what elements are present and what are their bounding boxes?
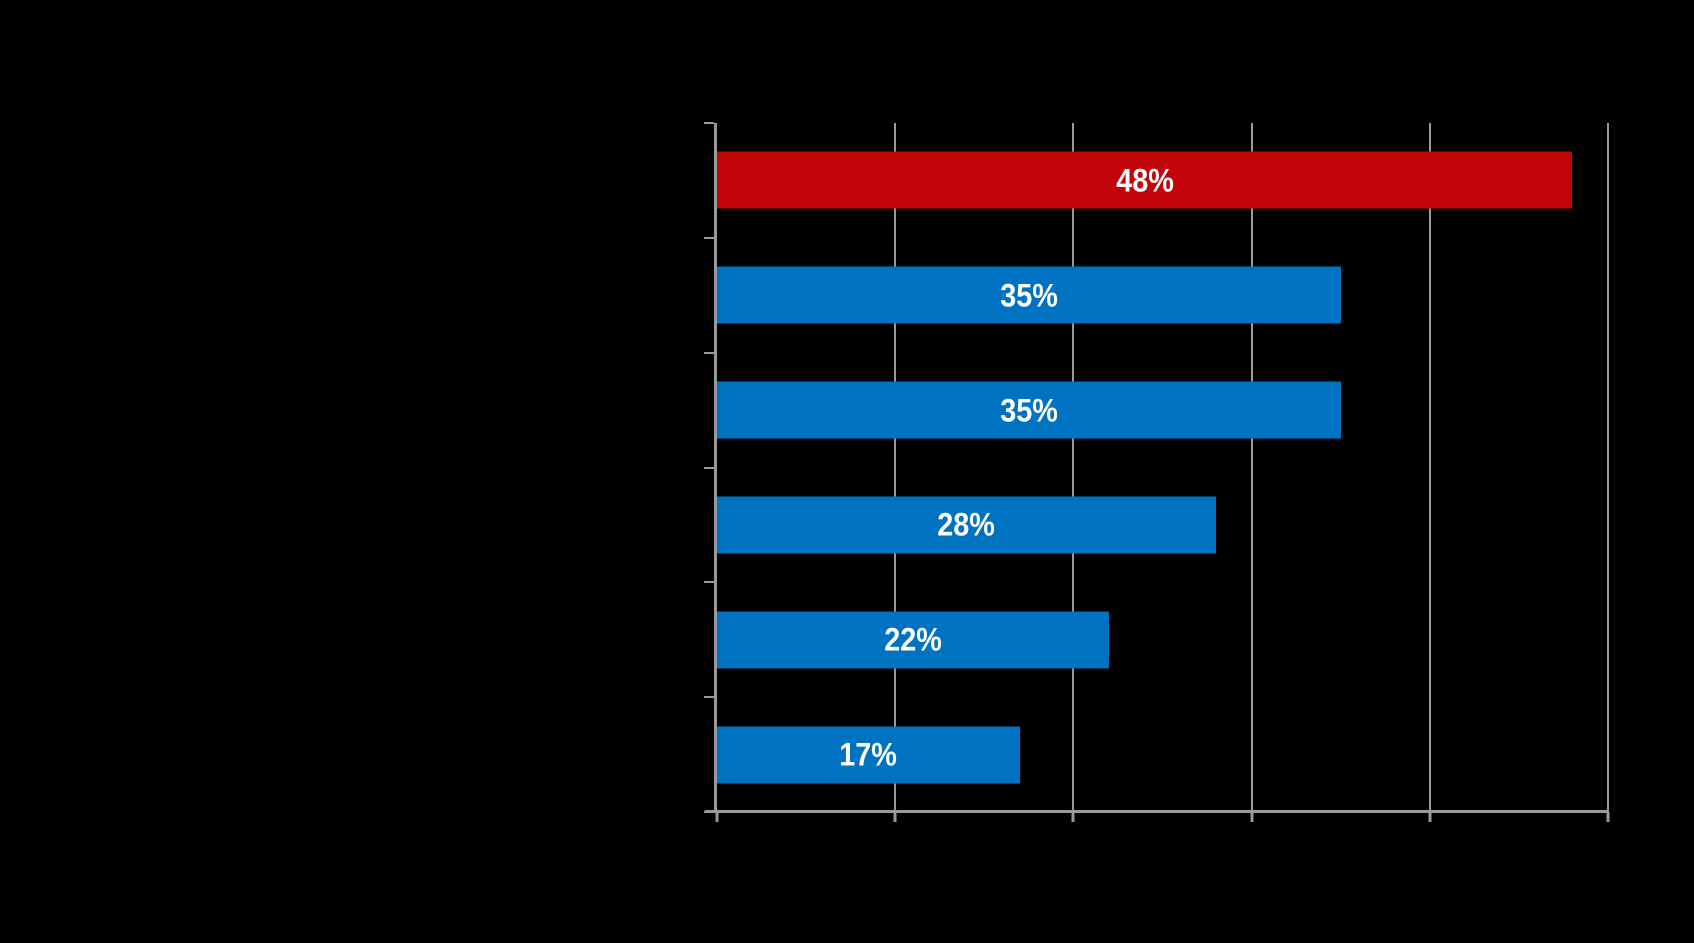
gridline [1607, 123, 1609, 812]
bar-value-label: 17% [839, 736, 898, 773]
bar: 35% [717, 381, 1341, 439]
y-axis-tick [704, 351, 714, 354]
bar-highlighted: 48% [717, 151, 1573, 209]
bar-row: 35% [717, 353, 1608, 468]
bar: 35% [717, 266, 1341, 324]
x-axis-tick [1071, 812, 1075, 822]
gridline [1428, 123, 1431, 812]
plot-area: 48% 35% 35% 28% 22% 17% [704, 122, 1610, 822]
y-axis-tick [704, 236, 714, 239]
bar-value-label: 28% [937, 506, 996, 543]
bar-row: 35% [717, 238, 1608, 353]
bar: 28% [717, 496, 1216, 554]
y-axis-tick [704, 122, 714, 124]
bar: 22% [717, 611, 1110, 669]
gridline [1072, 123, 1075, 812]
y-axis-tick [704, 696, 714, 699]
y-axis-tick [704, 581, 714, 584]
bar-row: 48% [717, 123, 1608, 238]
bar-row: 22% [717, 582, 1608, 697]
y-axis-tick [704, 811, 714, 813]
bar-value-label: 48% [1115, 162, 1174, 199]
bar-row: 28% [717, 468, 1608, 583]
x-axis-tick [715, 812, 719, 822]
x-axis-tick [1250, 812, 1254, 822]
x-axis-tick [1428, 812, 1432, 822]
bar-row: 17% [717, 697, 1608, 812]
x-axis-tick [893, 812, 897, 822]
x-axis-line [705, 810, 1608, 813]
gridline [894, 123, 897, 812]
y-axis-line [714, 123, 717, 812]
bar-value-label: 22% [884, 621, 942, 658]
gridline [1250, 123, 1253, 812]
bar-value-label: 35% [1000, 392, 1058, 429]
bar: 17% [717, 726, 1020, 784]
x-axis-tick [1606, 812, 1610, 822]
y-axis-tick [704, 466, 714, 469]
bar-value-label: 35% [1000, 277, 1058, 314]
